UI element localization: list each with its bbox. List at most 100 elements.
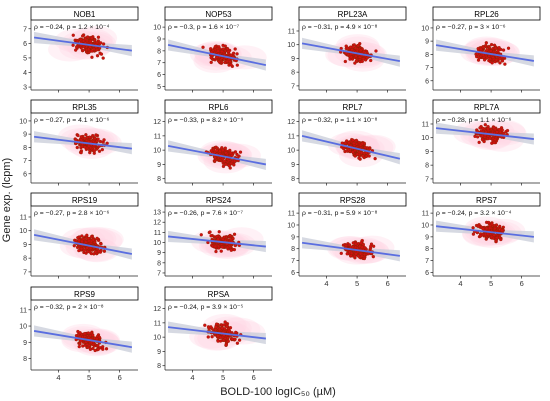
data-point [96,137,100,141]
plot-area [301,235,401,265]
y-tick-label: 10 [19,228,27,235]
panel-rpl6: RPL6 8 9 10 11 12 ρ = −0.33, p = 8.2 × 10⁻⁹ [153,99,273,186]
y-tick-label: 11 [20,307,27,314]
y-tick-label: 6 [291,270,295,277]
y-tick-label: 9 [425,39,429,46]
data-point [78,342,82,346]
data-point [215,148,219,153]
data-point [91,333,95,337]
data-point [95,48,99,52]
data-point [101,56,105,60]
data-point [492,126,496,130]
data-point [224,343,228,347]
data-point [79,38,83,42]
y-tick-label: 6 [23,171,27,178]
data-point [99,41,103,45]
data-point [233,47,237,51]
data-point [237,338,242,342]
data-point [220,245,224,249]
data-point [229,63,233,67]
data-point [89,341,94,345]
data-point [365,56,369,60]
y-tick-label: 5 [157,84,161,91]
stat-annotation: ρ = −0.24, p = 1.2 × 10⁻⁴ [34,24,109,31]
data-point [352,141,356,146]
data-point [235,63,239,67]
stat-annotation: ρ = −0.31, p = 4.9 × 10⁻⁸ [302,24,377,31]
y-tick-label: 10 [153,240,161,247]
data-point [500,59,505,63]
y-tick-label: 9 [157,349,161,356]
data-point [488,57,492,61]
data-point [348,52,353,57]
panel-rpl35: RPL35 6 7 8 9 10 ρ = −0.27, p = 4.1 × 10⁻⁶ [19,99,139,186]
data-point [223,44,227,48]
data-point [347,141,351,145]
stat-annotation: ρ = −0.27, p = 3 × 10⁻⁶ [436,24,506,31]
y-tick-label: 9 [291,56,295,63]
x-tick-label: 5 [221,373,225,382]
y-tick-label: 9 [425,149,429,156]
data-point [221,164,226,169]
y-tick-label: 8 [425,246,429,253]
data-point [221,148,225,152]
data-point [490,61,494,65]
data-point [209,60,213,65]
data-point [486,220,491,225]
data-point [353,245,358,249]
x-tick-label: 5 [87,373,91,382]
data-point [476,46,480,51]
data-point [493,137,497,142]
data-point [481,126,485,131]
data-point [475,135,480,139]
plot-area [167,140,267,174]
y-tick-label: 10 [153,335,161,342]
data-point [225,324,229,328]
data-point [88,246,93,250]
x-tick-label: 4 [56,373,60,382]
y-tick-label: 6 [157,72,161,79]
data-point [489,235,494,239]
panel-strip [298,99,407,114]
data-point [474,54,479,59]
data-point [93,348,97,353]
data-point [356,254,360,258]
data-point [499,237,503,242]
panel-title: RPS19 [72,196,98,205]
data-point [99,52,104,56]
y-tick-label: 11 [422,121,429,128]
data-point [478,126,482,130]
data-point [85,35,90,39]
y-tick-label: 6 [23,41,27,48]
data-point [199,233,203,237]
data-point [232,248,237,252]
y-tick-label: 12 [153,119,161,126]
data-point [354,59,359,63]
panel-rpsa: RPSA 8 9 10 11 12 4 5 6 ρ = −0.24, p = 3.9 × 10⁻⁵ [153,286,273,382]
panel-rpl7: RPL7 8 9 10 11 12 ρ = −0.32, p = 1.1 × 10⁻⁸ [287,99,407,186]
data-point [489,42,494,47]
data-point [354,54,358,58]
y-tick-label: 6 [425,78,429,85]
data-point [367,154,371,158]
data-point [231,51,236,55]
stat-annotation: ρ = −0.31, p = 5.9 × 10⁻⁸ [302,210,377,217]
data-point [351,138,355,142]
y-tick-label: 7 [23,158,27,165]
data-point [201,45,205,49]
data-point [92,38,97,43]
data-point [102,249,107,253]
panel-strip [432,6,541,21]
data-point [85,246,89,250]
data-point [483,232,488,237]
y-tick-label: 9 [157,36,161,43]
data-point [76,235,80,240]
data-point [354,252,358,256]
data-point [95,54,100,58]
y-tick-label: 7 [157,270,161,277]
data-point [498,61,502,65]
y-tick-label: 12 [153,306,161,313]
data-point [80,34,85,38]
data-point [206,335,210,339]
panel-title: RPS28 [340,196,366,205]
